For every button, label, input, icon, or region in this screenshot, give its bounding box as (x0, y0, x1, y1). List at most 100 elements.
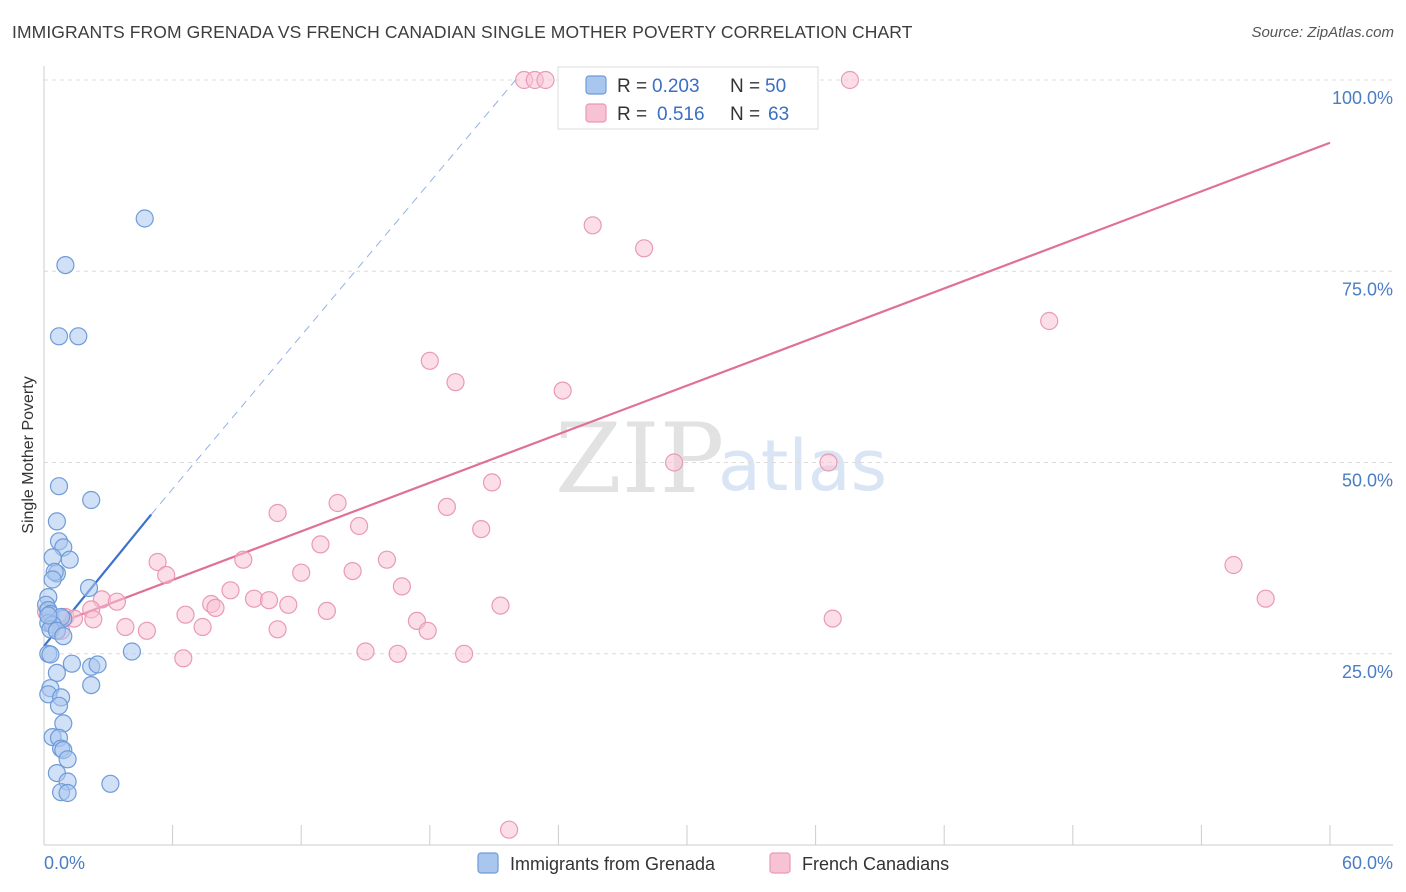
x-tick-label-min: 0.0% (44, 853, 85, 873)
grenada-point-5 (82, 490, 101, 510)
french-canadians-point-27 (377, 550, 396, 569)
french-canadians-point-26 (234, 550, 253, 569)
grenada-point-25 (54, 627, 73, 646)
grenada-point-48 (58, 783, 77, 803)
grenada-point-6 (47, 512, 67, 531)
french-canadians-point-33 (221, 581, 240, 600)
french-canadians-point-53 (137, 621, 156, 640)
grenada-point-0 (135, 209, 154, 228)
french-canadians-point-9 (840, 70, 860, 90)
french-canadians-point-28 (1224, 555, 1243, 575)
y-axis-label: Single Mother Poverty (20, 376, 37, 533)
correlation-legend: R = 0.203 N = 50 R = 0.516 N = 63 (557, 66, 819, 130)
series-legend: Immigrants from Grenada French Canadians (477, 852, 949, 874)
french-canadians-point-40 (279, 595, 298, 614)
french-canadians-point-11 (634, 239, 654, 258)
legend-r-value-1: 0.203 (652, 76, 700, 97)
grenada-point-29 (62, 654, 82, 673)
bottom-legend-swatch-french-canadians (769, 852, 791, 874)
french-canadians-point-13 (420, 351, 439, 370)
grenada-point-4 (49, 477, 69, 496)
french-canadians-point-35 (259, 591, 279, 610)
french-canadians-point-32 (392, 577, 411, 596)
bottom-legend-label-french-canadians: French Canadians (802, 854, 949, 874)
grenada-point-33 (82, 675, 101, 695)
french-canadians-point-29 (292, 563, 311, 582)
axes (43, 66, 1393, 846)
french-canadians-point-22 (350, 516, 369, 536)
legend-n-label-2: N = (730, 104, 760, 125)
legend-n-label-1: N = (730, 76, 760, 97)
watermark-atlas: atlas (718, 425, 887, 507)
french-canadians-point-55 (418, 621, 437, 640)
legend-r-label-2: R = (617, 104, 647, 125)
grenada-point-43 (58, 750, 77, 769)
french-canadians-point-21 (268, 503, 287, 523)
grenada-point-28 (122, 642, 141, 661)
french-canadians-point-25 (148, 552, 167, 572)
french-canadians-point-43 (206, 598, 225, 618)
french-canadians-point-24 (311, 535, 330, 554)
french-canadians-point-14 (446, 373, 465, 392)
french-canadians-point-12 (1040, 311, 1059, 331)
source-label: Source: ZipAtlas.com (1251, 24, 1394, 41)
grenada-point-46 (101, 774, 120, 793)
y-tick-label-3: 100.0% (1332, 88, 1393, 108)
watermark-zip: ZIP (555, 403, 724, 515)
grenada-trend-extension (150, 79, 516, 515)
grenada-point-9 (60, 550, 79, 569)
french-canadians-point-16 (664, 453, 684, 472)
french-canadians-point-45 (176, 605, 195, 624)
french-canadians-point-50 (823, 609, 842, 628)
x-tick-label-max: 60.0% (1342, 853, 1393, 873)
legend-r-value-2: 0.516 (657, 104, 705, 125)
bottom-legend-swatch-grenada (477, 852, 499, 874)
french-canadians-point-51 (193, 617, 212, 637)
french-canadians-point-52 (116, 617, 135, 637)
french-canadians-point-34 (244, 589, 264, 608)
y-tick-label-0: 25.0% (1342, 662, 1393, 682)
grenada-point-14 (79, 578, 99, 598)
y-tick-label-1: 50.0% (1342, 471, 1393, 491)
french-canadians-point-44 (317, 601, 336, 621)
grenada-point-49 (39, 606, 58, 625)
legend-swatch-grenada (585, 75, 607, 95)
french-canadians-point-38 (107, 592, 127, 611)
french-canadians-point-41 (1256, 589, 1275, 608)
french-canadians-point-2 (536, 70, 555, 90)
legend-r-label-1: R = (617, 76, 647, 97)
grenada-point-37 (49, 696, 69, 715)
french-canadians-trend-line (43, 141, 1331, 630)
french-canadians-point-18 (482, 473, 502, 492)
french-canadians-point-20 (437, 497, 456, 516)
french-canadians-point-19 (328, 493, 347, 513)
french-canadians-point-17 (819, 453, 838, 472)
french-canadians-point-57 (174, 649, 193, 668)
french-canadians-point-23 (472, 519, 491, 539)
grenada-point-27 (41, 645, 60, 664)
grenada-point-2 (49, 327, 69, 346)
french-canadians-point-58 (356, 642, 375, 661)
bottom-legend-label-grenada: Immigrants from Grenada (510, 854, 716, 874)
grenada-point-32 (47, 663, 67, 683)
y-tick-labels: 25.0% 50.0% 75.0% 100.0% (1332, 88, 1393, 682)
grenada-point-31 (88, 655, 107, 674)
french-canadians-point-31 (157, 565, 176, 585)
french-canadians-point-60 (455, 644, 474, 663)
grenada-point-1 (56, 256, 75, 275)
french-canadians-point-62 (500, 820, 519, 839)
legend-n-value-2: 63 (768, 104, 789, 125)
legend-n-value-1: 50 (765, 76, 786, 97)
chart-title: IMMIGRANTS FROM GRENADA VS FRENCH CANADI… (12, 22, 913, 42)
french-canadians-point-10 (583, 216, 602, 235)
grenada-point-13 (43, 570, 62, 589)
french-canadians-point-30 (343, 561, 362, 581)
legend-swatch-french-canadians (585, 103, 607, 123)
french-canadians-point-42 (491, 596, 510, 615)
series-grenada-points (36, 209, 154, 803)
grenada-point-3 (69, 327, 88, 346)
french-canadians-point-48 (84, 610, 103, 629)
french-canadians-point-15 (553, 381, 572, 400)
y-tick-label-2: 75.0% (1342, 279, 1393, 299)
